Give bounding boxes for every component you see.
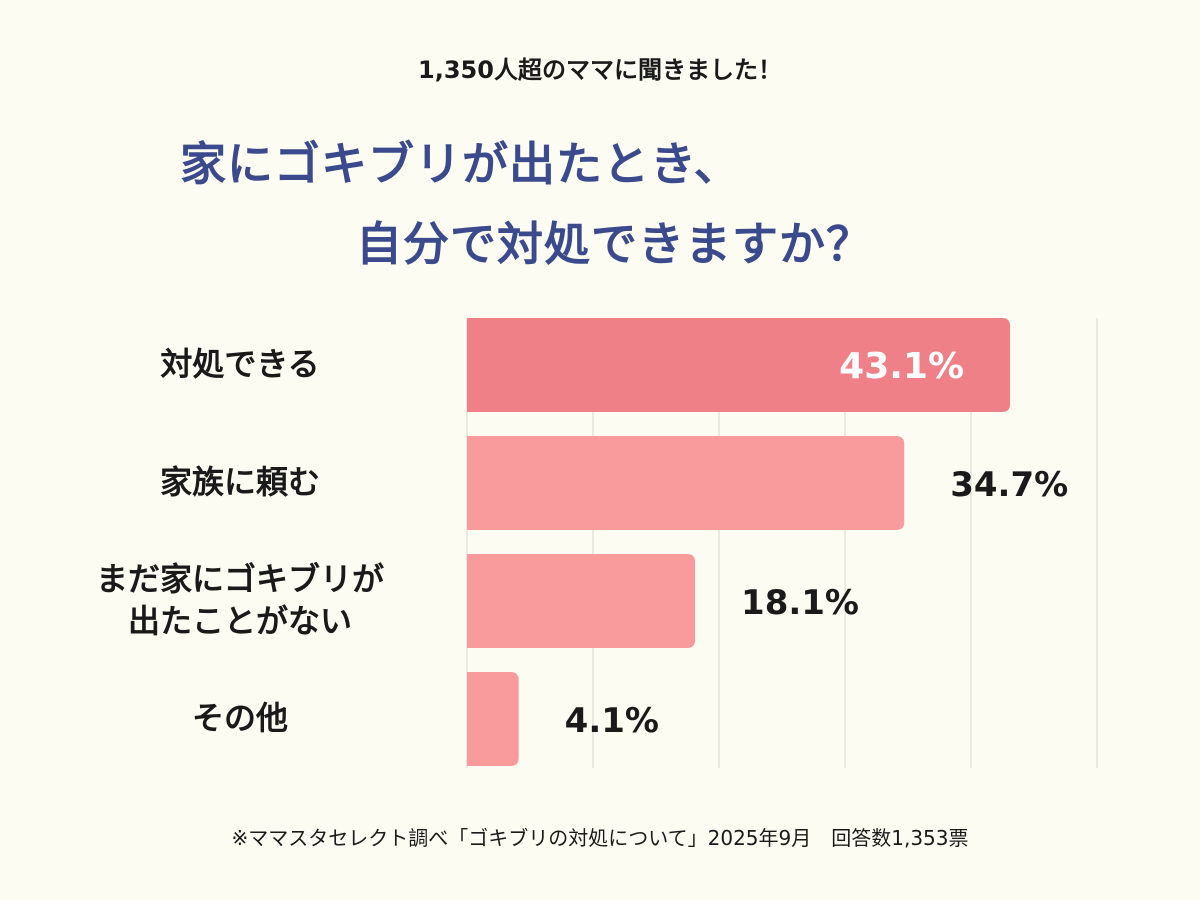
bar-1 [467, 318, 1011, 412]
category-label-line: まだ家にゴキブリが [95, 560, 384, 599]
category-label-line: 家族に頼む [159, 463, 320, 502]
category-label-line: 出たことがない [127, 602, 352, 640]
bar-2 [467, 436, 905, 530]
value-label-3: 18.1% [741, 583, 859, 623]
value-label-2: 34.7% [950, 465, 1068, 505]
value-label-4: 4.1% [565, 701, 659, 741]
source-note: ※ママスタセレクト調べ「ゴキブリの対処について」2025年9月 回答数1,353… [231, 826, 969, 850]
category-label-3: まだ家にゴキブリが 出たことがない [40, 554, 440, 648]
category-label-2: 家族に頼む [40, 436, 440, 530]
survey-subtitle: 1,350人超のママに聞きました！ [418, 56, 782, 84]
bar-4 [467, 672, 519, 766]
chart-title-line-1: 家にゴキブリが出たとき、 [180, 137, 741, 191]
category-label-line: 対処できる [160, 345, 320, 384]
category-label-line: その他 [191, 699, 288, 738]
chart-title-line-2: 自分で対処できますか？ [356, 217, 873, 271]
value-label-1: 43.1% [839, 346, 964, 387]
category-label-4: その他 [40, 672, 440, 766]
category-label-1: 対処できる [40, 318, 440, 412]
bar-3 [467, 554, 696, 648]
